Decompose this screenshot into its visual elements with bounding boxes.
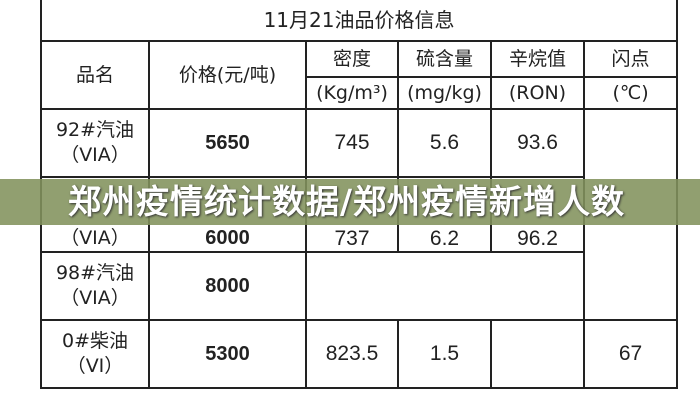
cell-density: 823.5 xyxy=(305,319,399,389)
title-banner: 郑州疫情统计数据/郑州疫情新增人数 xyxy=(0,179,700,225)
header-sulfur: 硫含量 xyxy=(397,40,492,78)
header-flash-unit: (℃) xyxy=(582,76,679,110)
header-flash: 闪点 xyxy=(582,40,679,78)
cell-sulfur: 1.5 xyxy=(397,319,492,389)
table-row: 92#汽油 （VIA） 5650 745 5.6 93.6 xyxy=(40,108,679,321)
cell-price: 5300 xyxy=(148,319,307,389)
header-sulfur-unit: (mg/kg) xyxy=(397,76,492,110)
header-octane-unit: (RON) xyxy=(490,76,585,110)
cell-octane xyxy=(490,319,585,389)
table-row: 98#汽油 （VIA） 8000 xyxy=(40,251,677,321)
cell-name: 98#汽油 （VIA） xyxy=(40,251,150,321)
header-density-unit: (Kg/m³) xyxy=(305,76,399,110)
header-octane: 辛烷值 xyxy=(490,40,585,78)
cell-name: 92#汽油 （VIA） xyxy=(40,108,150,178)
cell-empty xyxy=(305,251,585,321)
cell-price: 5650 xyxy=(148,108,307,178)
cell-name: 0#柴油 （VI） xyxy=(40,319,150,389)
cell-sulfur: 5.6 xyxy=(397,108,492,178)
cell-density: 745 xyxy=(305,108,399,178)
banner-text: 郑州疫情统计数据/郑州疫情新增人数 xyxy=(68,182,626,221)
table-row: 0#柴油 （VI） 5300 823.5 1.5 67 xyxy=(40,319,679,389)
cell-octane: 93.6 xyxy=(490,108,585,178)
header-density: 密度 xyxy=(305,40,399,78)
header-name: 品名 xyxy=(40,40,150,110)
cell-flash: 67 xyxy=(582,319,679,389)
header-price: 价格(元/吨) xyxy=(148,40,307,110)
table-title: 11月21油品价格信息 xyxy=(39,0,679,42)
cell-price: 8000 xyxy=(148,251,307,321)
